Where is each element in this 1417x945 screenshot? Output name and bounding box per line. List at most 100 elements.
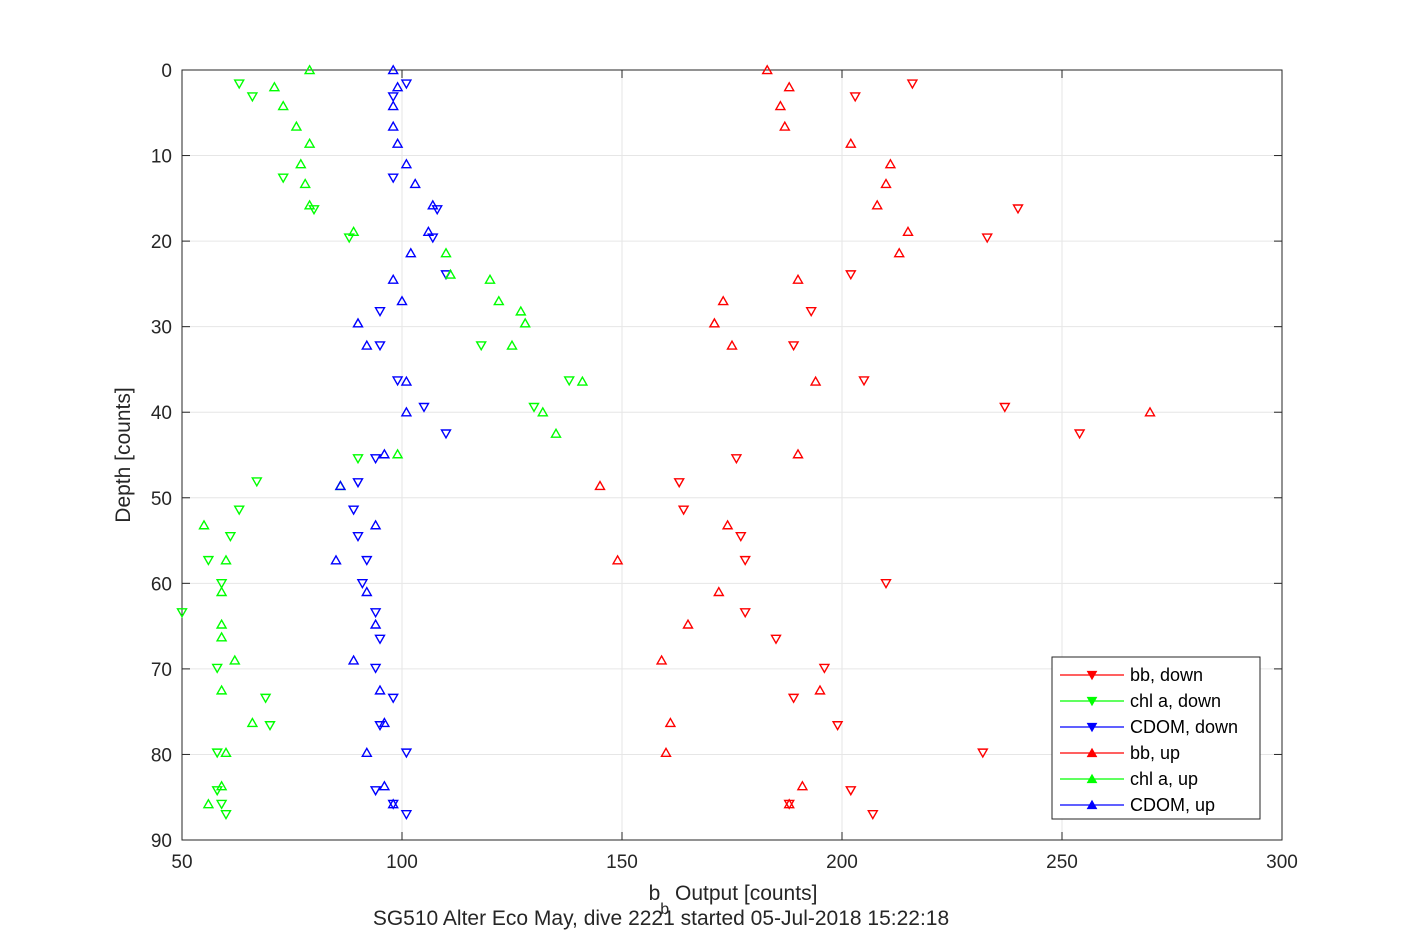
point-chl-a-down [308, 205, 320, 216]
point-cdom-down [374, 634, 386, 645]
y-tick-label: 40 [151, 403, 172, 424]
point-cdom-up [347, 654, 360, 665]
point-chl-a-up [215, 586, 228, 597]
x-axis-label-subscript: b [660, 901, 669, 918]
point-cdom-up [374, 684, 386, 695]
x-tick-label: 50 [171, 852, 192, 873]
point-cdom-down [400, 748, 413, 759]
point-cdom-down [400, 79, 413, 90]
legend-marker-cdom-up [1086, 799, 1098, 810]
point-bb-up [708, 317, 721, 328]
legend-marker-bb-down [1086, 670, 1098, 681]
point-chl-a-down [233, 505, 245, 516]
point-bb-down [673, 478, 685, 489]
point-bb-down [999, 402, 1011, 413]
y-tick-label: 60 [151, 574, 172, 595]
point-chl-a-down [211, 663, 223, 674]
point-chl-a-down [251, 477, 263, 488]
point-chl-a-down [352, 454, 364, 465]
y-tick-label: 10 [151, 147, 172, 168]
point-bb-down [880, 579, 892, 590]
axis-ticks: 50 100 150 200 250 300 0 10 20 30 40 50 60 70 80 90 [151, 61, 1298, 873]
point-cdom-down [387, 173, 399, 184]
point-chl-a-down [176, 608, 188, 619]
point-chl-a-up [440, 247, 452, 258]
point-chl-a-up [229, 654, 241, 665]
point-cdom-up [361, 339, 373, 350]
point-chl-a-down [528, 402, 540, 413]
point-cdom-down [369, 454, 382, 465]
legend-label-cdom-down: CDOM, down [1130, 717, 1238, 737]
point-chl-a-up [220, 747, 232, 758]
point-chl-a-down [224, 531, 237, 542]
point-cdom-up [427, 199, 439, 210]
point-chl-a-up [220, 554, 232, 565]
point-bb-up [1144, 406, 1156, 417]
point-bb-up [902, 226, 914, 237]
y-tick-label: 20 [151, 232, 172, 253]
legend-box [1051, 656, 1261, 820]
point-cdom-down [369, 608, 382, 619]
x-axis-label-main: b [649, 882, 661, 905]
point-bb-up [884, 158, 897, 169]
point-cdom-down [440, 429, 452, 440]
y-tick-label: 0 [161, 61, 172, 82]
point-chl-a-down [202, 555, 215, 566]
point-cdom-up [369, 519, 382, 530]
point-chl-a-up [303, 137, 316, 148]
point-bb-up [713, 586, 725, 597]
point-bb-down [906, 79, 919, 90]
point-bb-down [677, 505, 690, 516]
point-cdom-up [378, 448, 391, 459]
point-chl-a-up [576, 375, 589, 386]
point-cdom-down [361, 555, 373, 566]
point-bb-down [805, 306, 817, 317]
grid-lines [181, 69, 1283, 841]
point-chl-a-up [537, 406, 549, 417]
point-cdom-down [387, 693, 399, 704]
point-cdom-up [409, 178, 421, 189]
point-chl-a-up [444, 268, 457, 279]
point-chl-a-up [290, 120, 303, 131]
point-bb-down [739, 608, 751, 619]
point-chl-a-up [198, 519, 210, 530]
point-cdom-up [405, 247, 417, 258]
point-chl-a-down [563, 376, 575, 387]
x-tick-label: 300 [1266, 852, 1298, 873]
y-tick-label: 50 [151, 489, 172, 510]
point-cdom-up [396, 295, 408, 306]
y-axis-label: Depth [counts] [112, 387, 135, 522]
point-chl-a-up [391, 448, 404, 459]
point-bb-up [717, 295, 729, 306]
point-cdom-up [387, 64, 399, 75]
point-bb-up [845, 137, 857, 148]
legend-marker-cdom-down [1086, 722, 1098, 733]
point-cdom-down [374, 341, 386, 352]
point-chl-a-up [519, 317, 531, 328]
point-chl-a-down [264, 721, 276, 732]
point-bb-down [730, 454, 743, 465]
x-tick-label: 150 [606, 852, 638, 873]
point-chl-a-down [215, 579, 228, 590]
x-axis-label: bb Output [counts] [649, 882, 818, 918]
point-chl-a-up [303, 64, 316, 75]
point-chl-a-up [347, 226, 360, 237]
point-cdom-down [369, 663, 382, 674]
point-chl-a-down [211, 748, 223, 759]
y-tick-label: 30 [151, 318, 172, 339]
point-cdom-up [361, 586, 373, 597]
point-bb-down [818, 663, 831, 674]
point-cdom-up [391, 81, 404, 92]
point-bb-up [783, 798, 795, 809]
point-chl-a-up [202, 798, 215, 809]
point-cdom-down [374, 306, 386, 317]
point-chl-a-up [515, 305, 527, 316]
point-chl-a-up [215, 618, 228, 629]
point-chl-a-up [215, 684, 228, 695]
point-bb-up [796, 780, 809, 791]
point-bb-up [809, 375, 822, 386]
x-tick-label: 100 [386, 852, 418, 873]
point-cdom-up [369, 618, 382, 629]
point-bb-up [594, 480, 606, 491]
